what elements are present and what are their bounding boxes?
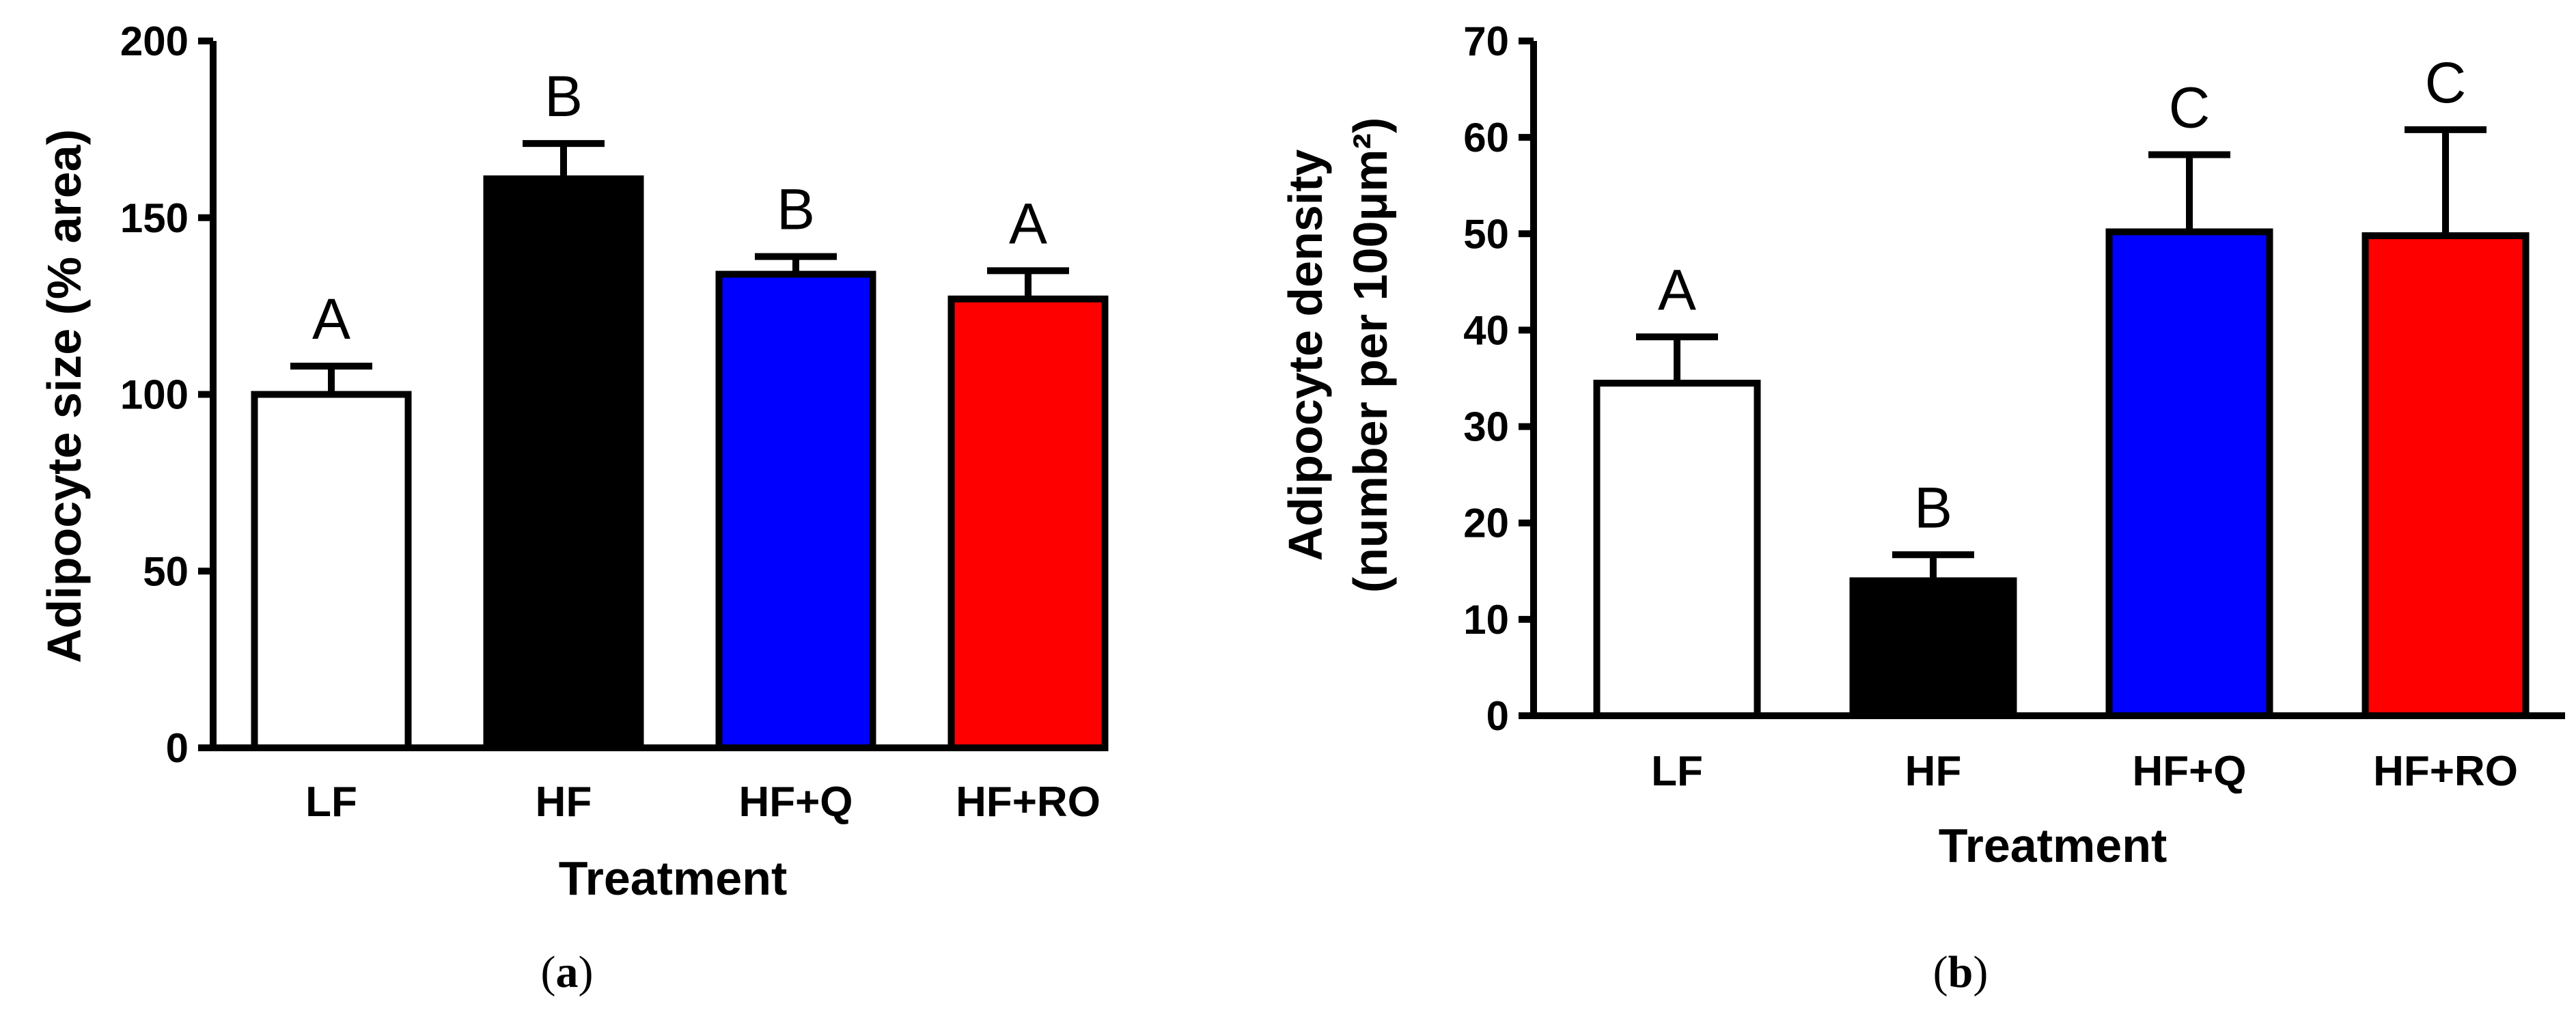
significance-letter: B xyxy=(777,178,815,242)
x-tick-label: HF+Q xyxy=(738,779,853,826)
bar-hf-plus-q xyxy=(2105,228,2273,720)
x-axis-title: Treatment xyxy=(1939,819,2168,872)
significance-letter: A xyxy=(1009,191,1047,255)
bar-hf-plus-q xyxy=(715,270,876,751)
bar-hf-plus-ro xyxy=(947,295,1109,751)
significance-letter: A xyxy=(1658,257,1696,322)
panel-label: (a) xyxy=(541,947,594,997)
y-tick-label: 50 xyxy=(1463,211,1509,257)
y-tick-label: 10 xyxy=(1463,597,1509,643)
chart-panel-b: 0 10 20 30 40 50 60 70 A LF B HF C HF+Q C HF+RO Treatmen… xyxy=(1279,18,2565,997)
y-tick-label: 150 xyxy=(120,195,189,241)
y-tick-label: 30 xyxy=(1463,404,1509,450)
x-tick-label: HF xyxy=(1905,748,1962,795)
significance-letter: C xyxy=(2169,76,2211,140)
x-tick-label: HF+RO xyxy=(2373,748,2518,795)
bar-lf xyxy=(1593,380,1761,719)
chart-panel-a: 0 50 100 150 200 A LF B HF B HF+Q A HF+RO Treatment Ad… xyxy=(38,18,1109,997)
significance-letter: C xyxy=(2425,51,2467,115)
y-axis-title: Adipocyte size (% area) xyxy=(38,129,91,663)
y-axis-title: Adipocyte density (number per 100μm²) xyxy=(1279,117,1397,593)
x-tick-label: HF+Q xyxy=(2132,748,2246,795)
bar-hf-plus-ro xyxy=(2362,232,2530,719)
significance-letter: A xyxy=(312,287,350,351)
y-tick-label: 20 xyxy=(1463,501,1509,546)
y-tick-label: 40 xyxy=(1463,307,1509,353)
x-tick-label: HF+RO xyxy=(956,779,1100,826)
x-tick-label: LF xyxy=(305,779,357,826)
bar-lf xyxy=(251,391,412,751)
x-tick-label: LF xyxy=(1651,748,1703,795)
x-axis-title: Treatment xyxy=(559,852,788,905)
y-axis-title-line: (number per 100μm²) xyxy=(1344,117,1397,593)
y-tick-label: 0 xyxy=(1486,693,1509,739)
y-tick-label: 70 xyxy=(1463,18,1509,64)
significance-letter: B xyxy=(544,64,583,128)
bar-hf xyxy=(1849,577,2017,720)
y-tick-label: 200 xyxy=(120,18,189,64)
x-tick-label: HF xyxy=(536,779,592,826)
panel-label: (b) xyxy=(1933,947,1989,997)
bar-hf xyxy=(483,175,644,751)
y-tick-label: 60 xyxy=(1463,115,1509,160)
y-axis-title-line: Adipocyte density xyxy=(1279,149,1332,561)
y-tick-label: 50 xyxy=(143,548,189,594)
significance-letter: B xyxy=(1914,475,1952,540)
y-tick-label: 100 xyxy=(120,372,189,418)
y-tick-label: 0 xyxy=(166,725,189,771)
y-axis-title-line: Adipocyte size (% area) xyxy=(38,129,91,663)
